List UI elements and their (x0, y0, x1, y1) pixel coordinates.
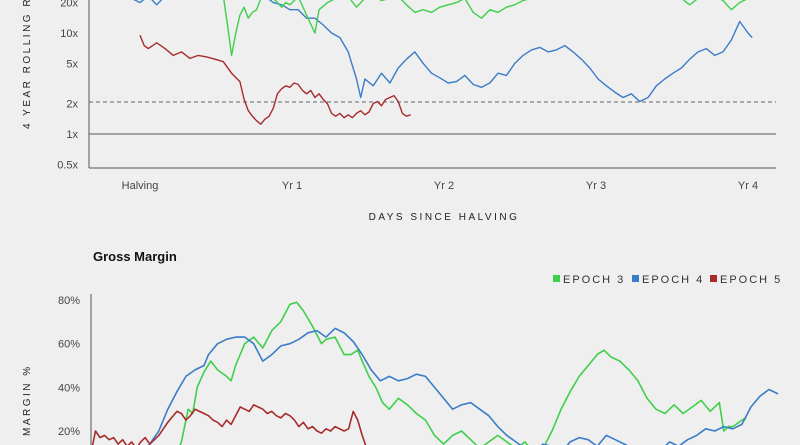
legend-swatch-epoch3 (553, 275, 560, 282)
legend-label-epoch5: EPOCH 5 (720, 274, 782, 286)
gross-margin-chart: Gross Margin 20% 40% 60% 80% EPOCH 3 EPOCH 4… (22, 249, 782, 445)
chart1-series-epoch4 (133, 0, 753, 103)
chart2-y-tick-label: 60% (58, 339, 80, 351)
chart2-y-axis-title: MARGIN % (22, 364, 33, 436)
chart2-title: Gross Margin (93, 249, 177, 264)
legend-label-epoch4: EPOCH 4 (642, 274, 704, 286)
chart1-y-axis-title: 4 YEAR ROLLING RE (22, 0, 33, 129)
chart2-series-epoch4 (147, 327, 779, 445)
chart2-y-tick-label: 40% (58, 382, 80, 394)
chart1-x-tick-label: Yr 4 (738, 180, 758, 192)
chart1-x-tick-label: Yr 1 (282, 180, 302, 192)
chart2-series-epoch5 (91, 403, 367, 445)
chart1-y-tick-label: 20x (60, 0, 78, 10)
chart1-series-epoch5 (139, 34, 411, 125)
rolling-multiple-chart: 0.5x 1x 2x 5x 10x 20x Halving Yr 1 Yr 2 Yr 3 Yr 4… (22, 0, 776, 223)
chart1-x-tick-label: Yr 2 (434, 180, 454, 192)
chart1-x-tick-label: Halving (122, 180, 159, 192)
chart1-series-epoch3 (223, 0, 747, 57)
chart1-y-tick-label: 5x (66, 58, 78, 70)
legend-swatch-epoch5 (710, 275, 717, 282)
legend-label-epoch3: EPOCH 3 (563, 274, 625, 286)
chart1-y-tick-label: 10x (60, 28, 78, 40)
chart1-y-tick-label: 2x (66, 99, 78, 111)
chart2-series-epoch3 (179, 301, 747, 445)
chart1-y-tick-label: 1x (66, 129, 78, 141)
legend-swatch-epoch4 (632, 275, 639, 282)
chart1-x-axis-title: DAYS SINCE HALVING (369, 212, 520, 223)
chart2-y-tick-label: 80% (58, 295, 80, 307)
chart1-y-tick-label: 0.5x (57, 159, 78, 171)
chart2-y-tick-label: 20% (58, 426, 80, 438)
chart1-x-tick-label: Yr 3 (586, 180, 606, 192)
chart2-legend: EPOCH 3 EPOCH 4 EPOCH 5 (553, 274, 782, 286)
